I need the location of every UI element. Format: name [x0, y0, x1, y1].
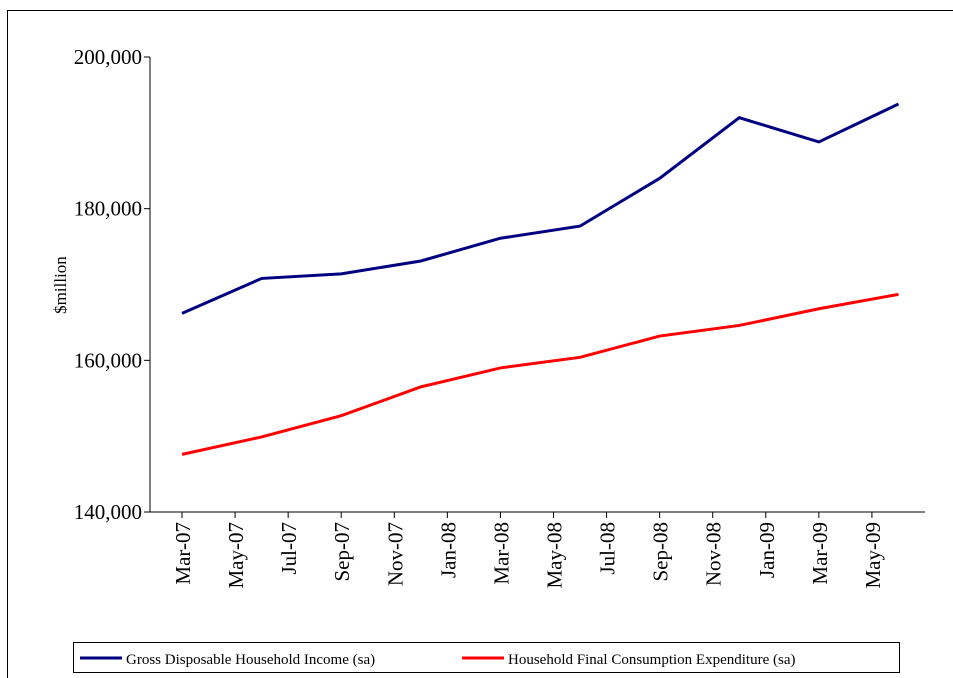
x-tick-label: Jan-09: [755, 522, 779, 578]
x-tick-label: May-09: [861, 522, 885, 589]
legend-label: Household Final Consumption Expenditure …: [508, 652, 795, 668]
y-axis-label: $million: [51, 256, 70, 314]
x-tick-label: May-08: [543, 522, 567, 589]
y-tick-label: 160,000: [74, 348, 142, 372]
x-tick-label: Nov-07: [383, 522, 407, 586]
y-tick-label: 200,000: [74, 45, 142, 69]
chart-frame: [7, 10, 953, 678]
x-tick-label: Mar-09: [808, 522, 832, 585]
x-tick-label: Mar-07: [171, 522, 195, 585]
x-tick-label: Mar-08: [489, 522, 513, 585]
x-tick-label: Jul-08: [596, 522, 620, 575]
series-line: [181, 292, 899, 456]
x-tick-label: Jan-08: [436, 522, 460, 578]
x-tick-label: Sep-07: [330, 522, 354, 582]
y-tick-label: 180,000: [74, 197, 142, 221]
series-line: [181, 102, 900, 315]
y-tick-label: 140,000: [74, 500, 142, 524]
legend-label: Gross Disposable Household Income (sa): [126, 652, 375, 668]
x-tick-label: May-07: [224, 522, 248, 589]
x-tick-label: Nov-08: [702, 522, 726, 586]
x-tick-label: Sep-08: [649, 522, 673, 582]
x-tick-label: Jul-07: [277, 522, 301, 575]
